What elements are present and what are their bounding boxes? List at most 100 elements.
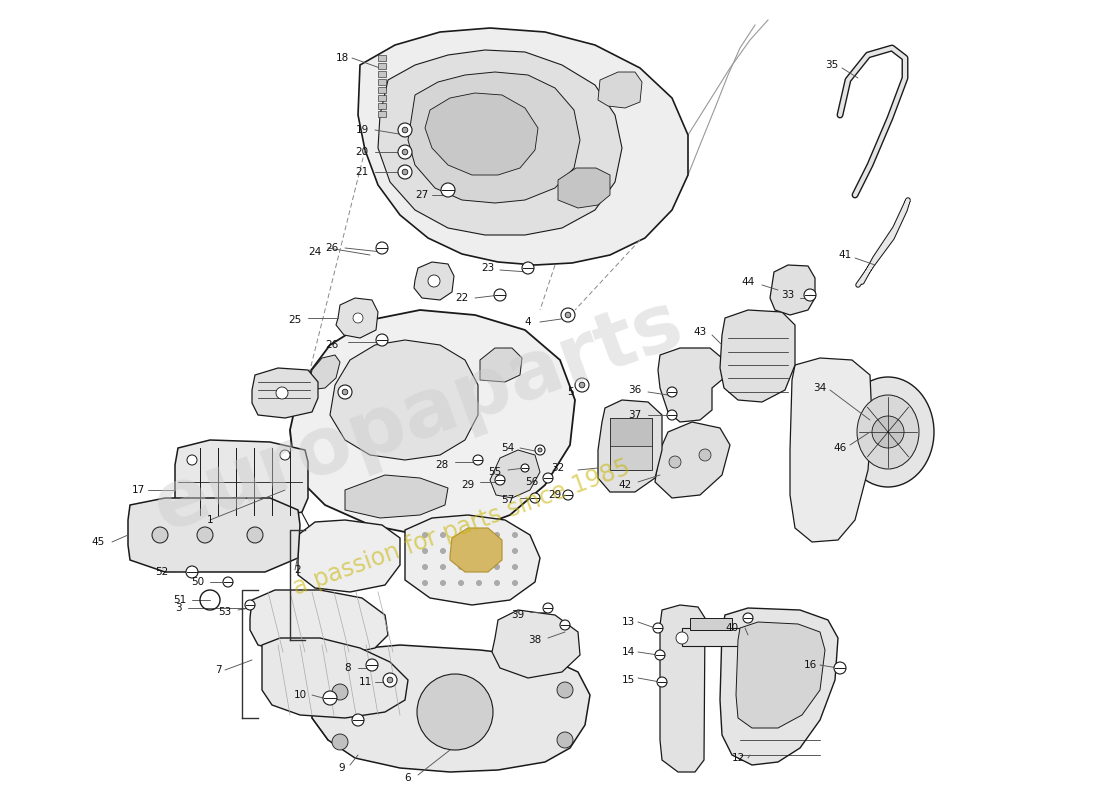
Polygon shape (262, 638, 408, 718)
Text: 24: 24 (308, 247, 321, 257)
Text: europaparts: europaparts (143, 284, 693, 548)
Text: 50: 50 (191, 577, 205, 587)
Circle shape (521, 464, 529, 472)
Polygon shape (358, 28, 688, 265)
Circle shape (422, 564, 428, 570)
Circle shape (440, 532, 446, 538)
Circle shape (245, 600, 255, 610)
Circle shape (276, 387, 288, 399)
Circle shape (804, 289, 816, 301)
Circle shape (476, 532, 482, 538)
Circle shape (428, 275, 440, 287)
Text: 3: 3 (175, 603, 182, 613)
Circle shape (366, 659, 378, 671)
Circle shape (458, 564, 464, 570)
Circle shape (494, 289, 506, 301)
Polygon shape (720, 310, 795, 402)
Polygon shape (790, 358, 872, 542)
Circle shape (223, 577, 233, 587)
Circle shape (657, 677, 667, 687)
Circle shape (560, 620, 570, 630)
Bar (378, 55, 386, 61)
Circle shape (494, 564, 501, 570)
Circle shape (512, 548, 518, 554)
Circle shape (543, 473, 553, 483)
Polygon shape (128, 498, 300, 572)
Circle shape (561, 308, 575, 322)
Text: 10: 10 (294, 690, 307, 700)
Text: 9: 9 (339, 763, 345, 773)
Circle shape (512, 564, 518, 570)
Circle shape (575, 378, 589, 392)
Circle shape (403, 170, 408, 174)
Circle shape (353, 313, 363, 323)
Bar (378, 71, 386, 77)
Circle shape (323, 691, 337, 705)
Circle shape (494, 580, 501, 586)
Text: 22: 22 (455, 293, 469, 303)
Bar (378, 87, 386, 93)
Text: 44: 44 (741, 277, 755, 287)
Circle shape (538, 448, 542, 452)
Polygon shape (480, 348, 522, 382)
Circle shape (280, 450, 290, 460)
Polygon shape (175, 440, 308, 520)
Circle shape (458, 532, 464, 538)
Polygon shape (414, 262, 454, 300)
Circle shape (565, 312, 571, 318)
Polygon shape (558, 168, 611, 208)
Polygon shape (654, 422, 730, 498)
Bar (378, 79, 386, 85)
Text: 18: 18 (336, 53, 349, 63)
Polygon shape (330, 340, 478, 460)
Bar (378, 95, 386, 101)
Circle shape (248, 527, 263, 543)
Text: 41: 41 (838, 250, 851, 260)
Text: 2: 2 (295, 565, 301, 575)
Polygon shape (336, 298, 378, 338)
Polygon shape (598, 72, 642, 108)
Text: 37: 37 (628, 410, 641, 420)
Text: 39: 39 (512, 610, 525, 620)
Circle shape (398, 165, 412, 179)
Bar (610, 418, 652, 470)
Text: 23: 23 (482, 263, 495, 273)
Circle shape (494, 532, 501, 538)
Text: 7: 7 (214, 665, 221, 675)
Circle shape (667, 410, 676, 420)
Circle shape (441, 183, 455, 197)
Circle shape (417, 674, 493, 750)
Ellipse shape (857, 395, 918, 469)
Text: 25: 25 (288, 315, 301, 325)
Text: 46: 46 (834, 443, 847, 453)
Text: 16: 16 (803, 660, 816, 670)
Circle shape (398, 145, 412, 159)
Text: 13: 13 (621, 617, 635, 627)
Circle shape (495, 475, 505, 485)
Text: 28: 28 (436, 460, 449, 470)
Text: 43: 43 (693, 327, 706, 337)
Polygon shape (490, 450, 540, 498)
Text: 55: 55 (488, 467, 502, 477)
Circle shape (422, 580, 428, 586)
Circle shape (332, 684, 348, 700)
Text: 45: 45 (91, 537, 104, 547)
Polygon shape (425, 93, 538, 175)
Circle shape (458, 548, 464, 554)
Text: 40: 40 (725, 623, 738, 633)
Text: 33: 33 (781, 290, 794, 300)
Text: 14: 14 (621, 647, 635, 657)
Text: 20: 20 (355, 147, 368, 157)
Text: 42: 42 (618, 480, 631, 490)
Text: a passion for parts since 1985: a passion for parts since 1985 (290, 456, 634, 600)
Text: 34: 34 (813, 383, 826, 393)
Polygon shape (450, 528, 502, 572)
Bar (378, 103, 386, 109)
Circle shape (376, 334, 388, 346)
Circle shape (387, 677, 393, 682)
Polygon shape (405, 515, 540, 605)
Circle shape (676, 632, 688, 644)
Text: 17: 17 (131, 485, 144, 495)
Text: 4: 4 (525, 317, 531, 327)
Text: 32: 32 (551, 463, 564, 473)
